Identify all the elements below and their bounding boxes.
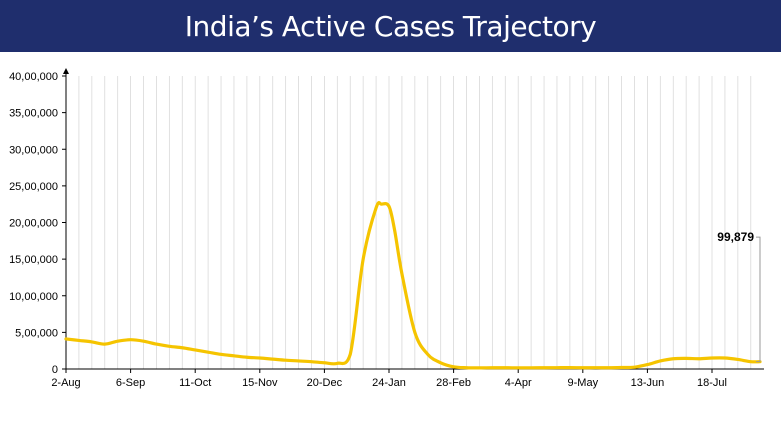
series-group — [64, 201, 762, 370]
x-tick-label: 24-Jan — [372, 377, 406, 389]
y-tick-label: 30,00,000 — [9, 144, 58, 156]
page-title: India’s Active Cases Trajectory — [184, 9, 597, 43]
x-tick-label: 20-Dec — [307, 377, 343, 389]
title-banner: India’s Active Cases Trajectory — [0, 0, 781, 52]
y-tick-label: 5,00,000 — [15, 327, 58, 339]
y-tick-label: 40,00,000 — [9, 71, 58, 83]
y-axis-ticks: 0 5,00,000 10,00,000 15,00,000 20,00,000 25,0… — [9, 71, 66, 376]
chart-grid — [65, 76, 752, 369]
annotations: 99,879 — [717, 230, 761, 363]
x-tick-label: 9-May — [568, 377, 599, 389]
x-tick-label: 28-Feb — [436, 377, 471, 389]
y-axis-arrow — [63, 68, 69, 74]
y-tick-label: 15,00,000 — [9, 254, 58, 266]
y-tick-label: 25,00,000 — [9, 181, 58, 193]
x-tick-label: 11-Oct — [179, 377, 211, 389]
x-tick-label: 4-Apr — [505, 377, 532, 389]
y-tick-label: 35,00,000 — [9, 108, 58, 120]
annotation-leader — [756, 236, 761, 363]
y-tick-label: 20,00,000 — [9, 218, 58, 230]
y-tick-label: 0 — [52, 364, 58, 376]
x-tick-label: 6-Sep — [116, 377, 145, 389]
y-tick-label: 10,00,000 — [9, 291, 58, 303]
x-tick-label: 15-Nov — [242, 377, 278, 389]
x-tick-label: 2-Aug — [51, 377, 80, 389]
x-tick-label: 13-Jun — [631, 377, 665, 389]
chart-area: 0 5,00,000 10,00,000 15,00,000 20,00,000 25,0… — [9, 68, 764, 389]
annotation-label: 99,879 — [717, 230, 754, 244]
x-tick-label: 18-Jul — [697, 377, 727, 389]
x-axis-ticks: 2-Aug 6-Sep 11-Oct 15-Nov 20-Dec 24-Jan 28-Feb… — [51, 369, 727, 389]
active-cases-line — [64, 201, 762, 370]
